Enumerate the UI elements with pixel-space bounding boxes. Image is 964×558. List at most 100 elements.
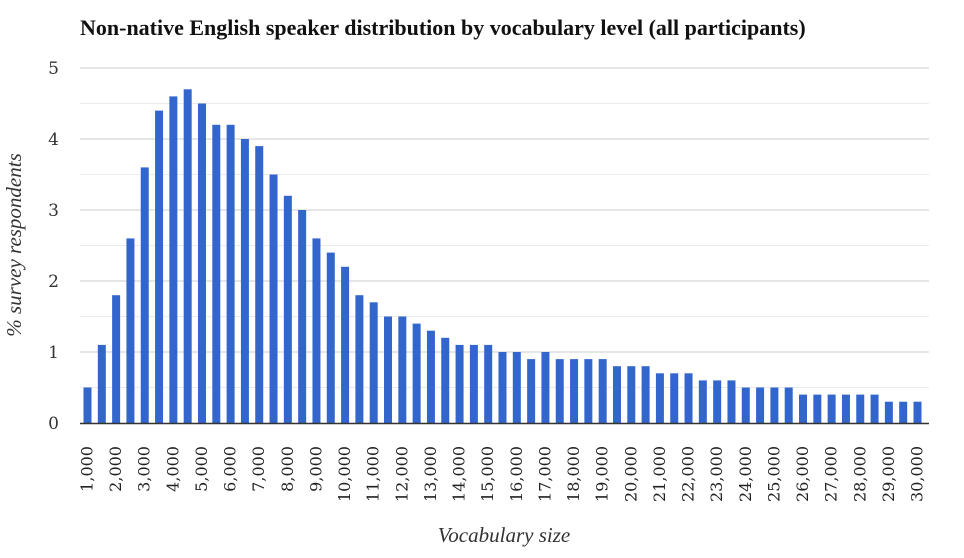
x-tick-label: 2,000 [106,446,125,492]
x-tick-label: 25,000 [764,446,783,502]
x-tick-label: 18,000 [564,446,583,502]
bar [455,344,464,423]
x-axis-ticks: 1,000 2,000 3,000 4,000 5,000 6,000 7,000 8,000… [78,446,927,502]
bar [441,337,450,423]
bar [856,394,865,423]
bar [770,387,779,423]
bar [169,96,178,424]
bar [784,387,793,423]
bar [527,359,536,423]
bar [112,295,121,423]
bar [255,146,264,423]
bar [426,330,435,423]
x-tick-label: 13,000 [421,446,440,502]
x-tick-label: 29,000 [879,446,898,502]
x-tick-label: 22,000 [679,446,698,502]
bar [398,316,407,423]
bar [312,238,321,423]
y-tick-label: 3 [48,201,59,221]
y-axis-ticks: 0 1 2 3 4 5 [48,59,59,434]
x-tick-label: 27,000 [822,446,841,502]
bar [140,167,149,423]
x-tick-label: 23,000 [707,446,726,502]
bar [741,387,750,423]
bar [126,238,135,423]
bar [541,352,550,423]
bar [713,380,722,423]
x-tick-label: 16,000 [507,446,526,502]
bar [655,373,664,423]
x-tick-label: 20,000 [621,446,640,502]
bar [183,89,192,424]
bar [384,316,393,423]
bar [641,366,650,423]
y-tick-label: 2 [48,272,59,292]
bar [727,380,736,423]
bar [341,266,350,423]
x-tick-label: 26,000 [793,446,812,502]
chart-title: Non-native English speaker distribution … [80,15,806,40]
bar [269,174,278,423]
bar [498,352,507,423]
bar [870,394,879,423]
bar [298,210,307,423]
bar [355,295,364,423]
bar [670,373,679,423]
x-tick-label: 19,000 [593,446,612,502]
bar [83,387,92,423]
bar [484,344,493,423]
bar [555,359,564,423]
x-tick-label: 9,000 [306,446,325,492]
x-tick-label: 21,000 [650,446,669,502]
bar [913,401,922,423]
x-tick-label: 17,000 [535,446,554,502]
bar [97,344,106,423]
bar [283,195,292,423]
bar [884,401,893,423]
x-tick-label: 8,000 [278,446,297,492]
y-tick-label: 1 [48,343,59,363]
gridlines [80,67,929,388]
x-tick-label: 7,000 [249,446,268,492]
bar [155,110,164,423]
bar [584,359,593,423]
bars [83,89,922,424]
bar [197,103,206,423]
bar [369,302,378,423]
bar [627,366,636,423]
bar [598,359,607,423]
bar [469,344,478,423]
bar [756,387,765,423]
bar [813,394,822,423]
x-tick-label: 5,000 [192,446,211,492]
bar [899,401,908,423]
bar [412,323,421,423]
x-tick-label: 14,000 [450,446,469,502]
bar [212,124,221,424]
x-tick-label: 1,000 [78,446,97,492]
bar [226,124,235,424]
bar [512,352,521,423]
x-tick-label: 12,000 [392,446,411,502]
x-axis-label: Vocabulary size [438,523,570,547]
y-axis-label: % survey respondents [2,153,26,337]
x-tick-label: 10,000 [335,446,354,502]
x-tick-label: 28,000 [850,446,869,502]
x-tick-label: 11,000 [364,446,383,502]
bar [240,139,249,423]
bar [841,394,850,423]
bar [684,373,693,423]
x-tick-label: 24,000 [736,446,755,502]
bar [827,394,836,423]
bar [799,394,808,423]
y-tick-label: 4 [48,130,59,150]
bar [570,359,579,423]
bar [698,380,707,423]
x-tick-label: 3,000 [135,446,154,492]
x-tick-label: 15,000 [478,446,497,502]
x-tick-label: 6,000 [221,446,240,492]
bar [612,366,621,423]
y-tick-label: 0 [48,414,59,434]
bar [326,252,335,423]
